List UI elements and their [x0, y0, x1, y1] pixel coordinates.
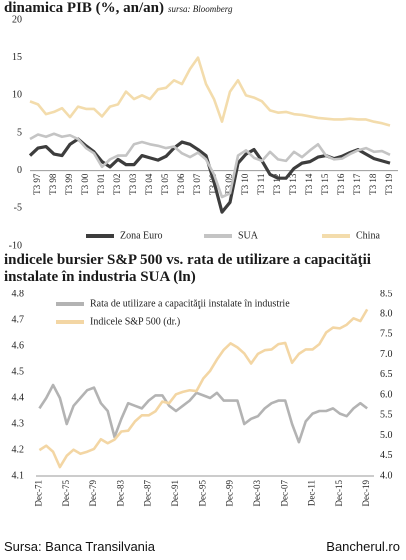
y-tick-label: 4.3 [12, 418, 25, 429]
y-tick-label: 5 [17, 127, 22, 138]
series-line [38, 308, 369, 469]
y-tick-label: 4.5 [12, 366, 25, 377]
x-tick-label: T3 19 [384, 173, 394, 195]
x-tick-label: T3 18 [368, 173, 378, 195]
x-tick-label: T3 05 [160, 173, 170, 195]
y-tick-label: 4.7 [12, 314, 25, 325]
x-tick-label: T3 16 [336, 173, 346, 195]
y-tick-label: -10 [9, 240, 22, 251]
legend-label: Indicele S&P 500 (dr.) [90, 316, 180, 327]
x-tick-label: T3 13 [288, 173, 298, 195]
x-tick-label: Dec-87 [143, 480, 153, 507]
chart-title-row: dinamica PIB (%, an/an) sursa: Bloomberg [4, 0, 232, 18]
series-line [38, 383, 368, 444]
x-tick-label: Dec-91 [170, 480, 180, 507]
y2-tick-label: 5.5 [380, 410, 393, 421]
x-tick-label: Dec-83 [115, 480, 125, 507]
legend-label: China [356, 230, 380, 241]
y2-tick-label: 7.0 [380, 349, 393, 360]
x-tick-label: Dec-03 [252, 480, 262, 507]
x-tick-label: T3 98 [48, 173, 58, 195]
y2-tick-label: 6.5 [380, 369, 393, 380]
x-tick-label: T3 02 [112, 174, 122, 195]
x-tick-label: T3 06 [176, 173, 186, 195]
x-tick-label: Dec-99 [225, 480, 235, 507]
y2-tick-label: 6.0 [380, 389, 393, 400]
chart-subtitle: sursa: Bloomberg [168, 4, 233, 14]
legend-item: Zona Euro [86, 230, 163, 241]
x-tick-label: T3 09 [224, 173, 234, 195]
y2-tick-label: 8.0 [380, 309, 393, 320]
x-tick-label: Dec-71 [33, 480, 43, 507]
x-tick-label: Dec-95 [197, 480, 207, 507]
x-tick-label: Dec-15 [334, 480, 344, 507]
series-line [29, 56, 391, 127]
x-tick-label: Dec-19 [361, 480, 371, 507]
y-tick-label: 4.1 [12, 470, 25, 481]
x-tick-label: T3 10 [240, 173, 250, 195]
legend-label: Rata de utilizare a capacităţii instalat… [90, 298, 290, 309]
y2-tick-label: 7.5 [380, 329, 393, 340]
legend-item: SUA [204, 230, 259, 241]
x-tick-label: Dec-11 [307, 480, 317, 506]
x-tick-label: Dec-07 [279, 480, 289, 507]
y-tick-label: -5 [14, 203, 22, 214]
y-tick-label: 4.8 [12, 290, 25, 299]
x-tick-label: T3 15 [320, 173, 330, 195]
y-tick-label: 4.6 [12, 340, 25, 351]
legend-item: China [322, 230, 380, 241]
x-tick-label: T3 14 [304, 173, 314, 195]
footer-source: Sursa: Banca Transilvania [4, 539, 156, 554]
chart-title: dinamica PIB (%, an/an) [4, 0, 165, 16]
legend-label: SUA [238, 230, 259, 241]
x-tick-label: T3 11 [256, 174, 266, 195]
footer-site: Bancherul.ro [326, 539, 400, 554]
y2-tick-label: 4.5 [380, 450, 393, 461]
chart: 4.1 4.2 4.3 4.4 4.5 4.6 4.7 4.8 4.0 4.5 5.0 5.5 6.0 6… [12, 290, 393, 507]
y-tick-label: 10 [12, 90, 22, 101]
legend-item: Indicele S&P 500 (dr.) [56, 316, 180, 327]
x-tick-label: T3 17 [352, 173, 362, 195]
x-tick-label: T3 97 [32, 173, 42, 195]
y2-tick-label: 4.0 [380, 470, 393, 481]
legend-label: Zona Euro [120, 230, 163, 241]
x-tick-label: T3 12 [272, 174, 282, 195]
y-tick-label: 4.2 [12, 444, 25, 455]
x-tick-label: T3 03 [128, 173, 138, 195]
y2-tick-label: 5.0 [380, 430, 393, 441]
x-tick-label: Dec-79 [88, 480, 98, 507]
y2-tick-label: 8.5 [380, 290, 393, 299]
x-tick-label: T3 00 [80, 173, 90, 195]
y-tick-label: 0 [17, 165, 22, 176]
legend-item: Rata de utilizare a capacităţii instalat… [56, 298, 290, 309]
chart-title: indicele bursier S&P 500 vs. rata de uti… [4, 252, 371, 285]
y-tick-label: 4.4 [12, 392, 25, 403]
x-tick-label: T3 99 [64, 173, 74, 195]
series-line [29, 132, 391, 199]
x-tick-label: Dec-75 [61, 480, 71, 507]
x-tick-label: T3 04 [144, 173, 154, 195]
x-tick-label: T3 07 [192, 173, 202, 195]
y-tick-label: 15 [12, 52, 22, 63]
x-tick-label: T3 01 [96, 174, 106, 195]
chart: -10 -5 0 5 10 15 20 T3 97 T3 98 T3 99 T3 00 T3 01 T3… [9, 14, 398, 251]
y-tick-label: 20 [12, 14, 22, 25]
